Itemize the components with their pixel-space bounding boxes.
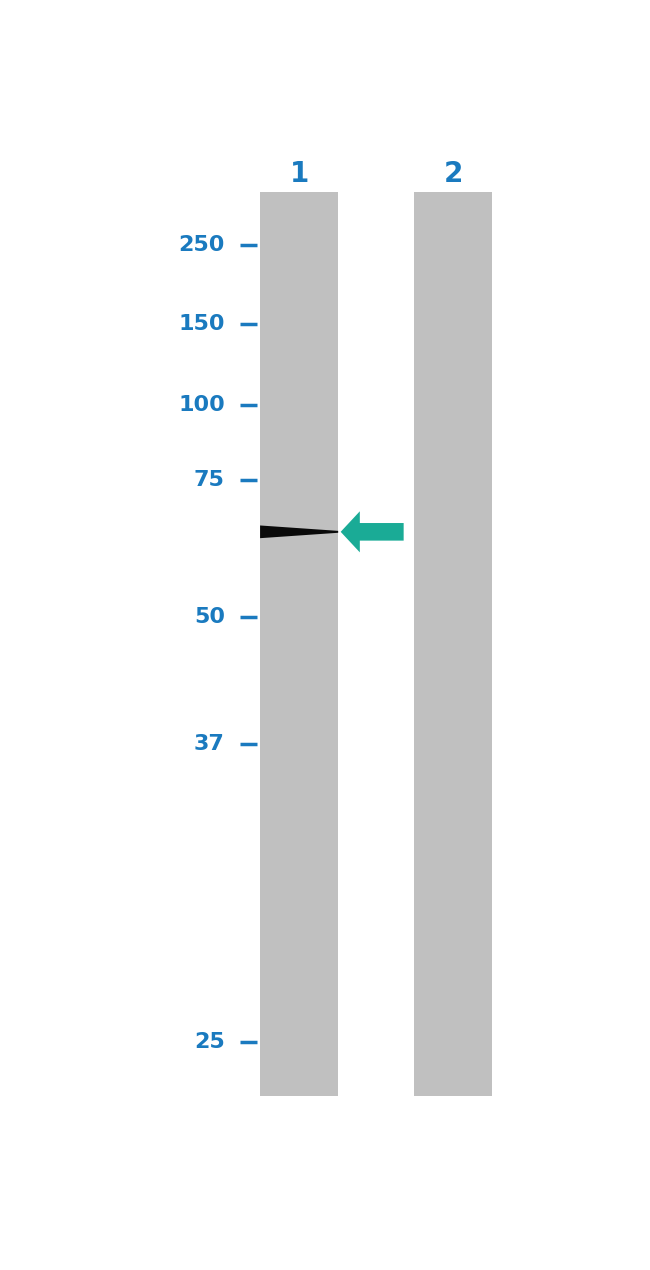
Polygon shape xyxy=(260,526,338,538)
Text: 75: 75 xyxy=(194,470,225,490)
Text: 1: 1 xyxy=(290,160,309,188)
Text: 25: 25 xyxy=(194,1033,225,1053)
Bar xyxy=(414,192,492,1096)
Bar xyxy=(260,192,338,1096)
Text: 50: 50 xyxy=(194,607,225,627)
Text: 2: 2 xyxy=(443,160,463,188)
Text: 250: 250 xyxy=(179,235,225,255)
Text: 150: 150 xyxy=(178,314,225,334)
Text: 100: 100 xyxy=(178,395,225,415)
Text: 37: 37 xyxy=(194,734,225,754)
FancyArrow shape xyxy=(341,512,404,552)
